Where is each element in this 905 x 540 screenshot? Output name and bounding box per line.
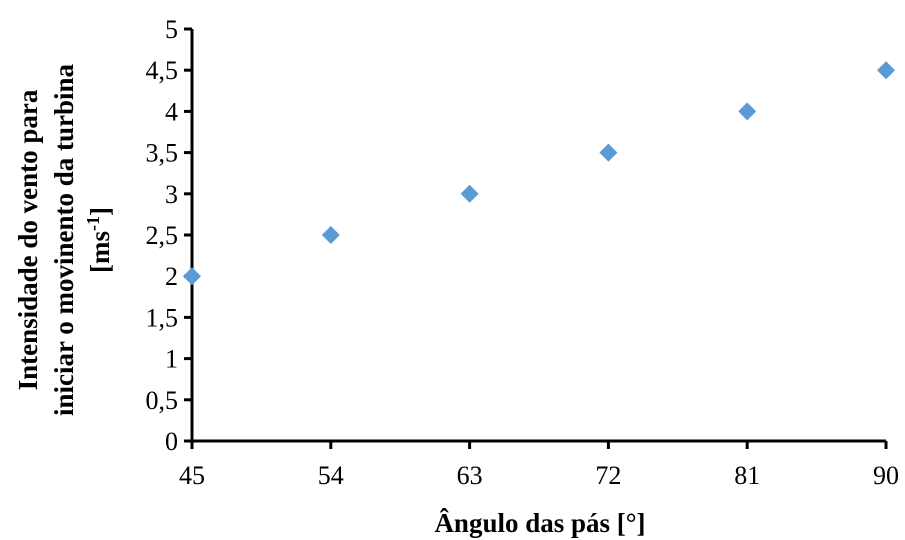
x-tick-label: 45 bbox=[179, 461, 205, 490]
x-tick-label: 72 bbox=[595, 461, 621, 490]
y-tick-label: 2,5 bbox=[146, 221, 179, 250]
y-unit-suffix: ] bbox=[85, 207, 115, 216]
data-point bbox=[321, 226, 340, 244]
y-unit-exponent: -1 bbox=[83, 216, 103, 231]
y-axis-title-line1: Intensidade do vento para bbox=[13, 89, 43, 390]
y-tick-label: 0,5 bbox=[146, 386, 179, 415]
data-point bbox=[460, 184, 479, 203]
y-axis-title-line2: iniciar o movinento da turbina bbox=[49, 63, 79, 416]
y-axis-title-unit: [ms-1] bbox=[83, 207, 115, 273]
y-unit-prefix: [ms bbox=[85, 231, 115, 273]
x-axis-ticks: 45 54 63 72 81 90 bbox=[179, 441, 899, 490]
y-tick-label: 5 bbox=[165, 15, 178, 44]
y-tick-label: 1 bbox=[165, 345, 178, 374]
x-tick-label: 54 bbox=[318, 461, 344, 490]
x-tick-label: 81 bbox=[734, 461, 760, 490]
y-tick-label: 3 bbox=[165, 180, 178, 209]
x-axis-title: Ângulo das pás [°] bbox=[434, 508, 645, 538]
data-point bbox=[877, 61, 895, 80]
data-point bbox=[599, 143, 618, 162]
y-tick-label: 1,5 bbox=[146, 303, 179, 332]
x-tick-label: 63 bbox=[457, 461, 483, 490]
y-tick-label: 4 bbox=[165, 97, 178, 126]
y-tick-label: 0 bbox=[165, 427, 178, 456]
data-point bbox=[738, 102, 757, 121]
y-axis-ticks: 0 0,5 1 1,5 2 2,5 3 3,5 4 4,5 5 bbox=[146, 15, 192, 456]
data-point bbox=[183, 267, 201, 286]
y-tick-label: 4,5 bbox=[146, 56, 179, 85]
data-points bbox=[183, 61, 895, 286]
x-tick-label: 90 bbox=[873, 461, 899, 490]
y-tick-label: 3,5 bbox=[146, 139, 179, 168]
y-axis-title: Intensidade do vento para iniciar o movi… bbox=[13, 63, 115, 416]
y-tick-label: 2 bbox=[165, 262, 178, 291]
